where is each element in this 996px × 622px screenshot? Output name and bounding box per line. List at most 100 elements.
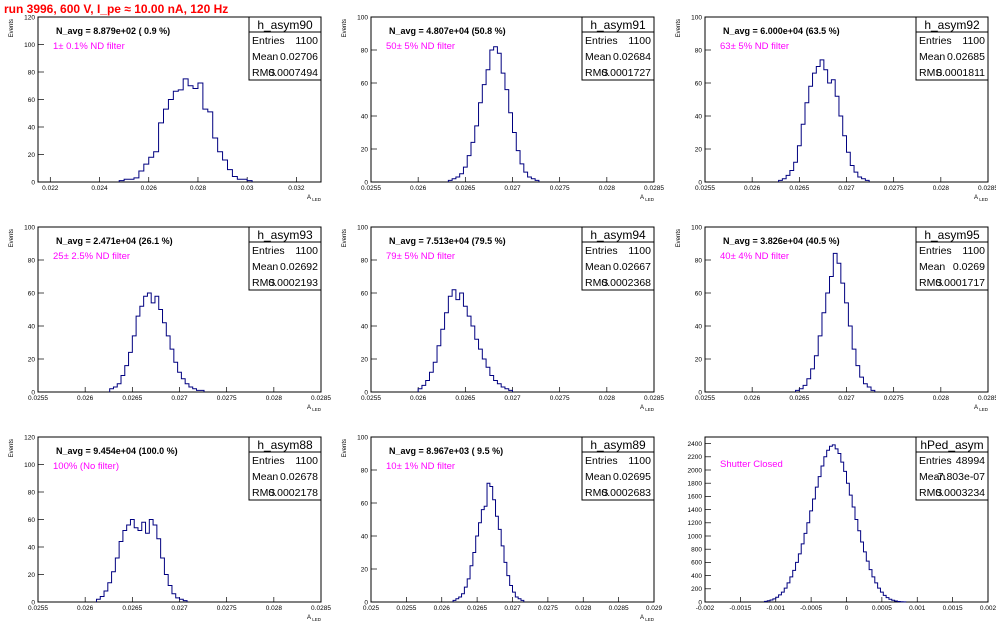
stat-label-mean: Mean <box>585 261 611 273</box>
x-tick-label: 0.029 <box>646 605 663 612</box>
y-axis-label: Events <box>342 229 348 247</box>
histogram-name: hPed_asym <box>920 438 983 452</box>
filter-annotation: 63± 5% ND filter <box>720 41 789 52</box>
y-tick-label: 20 <box>361 566 369 573</box>
x-tick-label: 0.0275 <box>550 395 570 402</box>
y-tick-label: 120 <box>24 434 35 441</box>
y-axis-label: Events <box>676 19 682 37</box>
x-tick-label: 0.027 <box>504 395 521 402</box>
stat-value-mean: 0.02692 <box>280 261 318 273</box>
x-tick-label: 0.025 <box>363 605 380 612</box>
n-avg-label: N_avg = 6.000e+04 (63.5 %) <box>723 26 840 36</box>
stat-label-entries: Entries <box>252 35 285 47</box>
y-tick-label: 80 <box>28 489 36 496</box>
y-tick-label: 2400 <box>688 441 703 448</box>
x-tick-label: 0.0285 <box>978 185 996 192</box>
x-axis-label: A LED <box>640 195 655 202</box>
x-tick-label: 0.026 <box>744 185 761 192</box>
x-axis-label: A LED <box>307 615 322 622</box>
y-tick-label: 400 <box>691 573 702 580</box>
y-tick-label: 80 <box>361 467 369 474</box>
x-tick-label: 0.026 <box>744 395 761 402</box>
x-tick-label: 0.0255 <box>695 185 715 192</box>
y-tick-label: 80 <box>361 257 369 264</box>
n-avg-label: N_avg = 8.967e+03 ( 9.5 %) <box>389 446 503 456</box>
stat-value-rms: 0.0001717 <box>935 277 985 289</box>
y-tick-label: 60 <box>695 290 703 297</box>
histogram-outline <box>452 482 525 602</box>
x-tick-label: 0.0265 <box>467 605 487 612</box>
histogram-name: h_asym92 <box>924 18 980 32</box>
y-tick-label: 40 <box>695 113 703 120</box>
stats-box: h_asym89 Entries 1100 Mean 0.02695 RMS0.00026… <box>581 436 655 501</box>
x-tick-label: 0.026 <box>410 395 427 402</box>
y-axis-label: Events <box>342 19 348 37</box>
x-tick-label: 0.0285 <box>311 395 331 402</box>
x-tick-label: 0.0255 <box>28 395 48 402</box>
histogram-panel-h_asym88: 0 20 40 60 80 100 120 0.0255 0.026 0.0265 0.027 0.0… <box>9 434 331 622</box>
stats-box: h_asym90 Entries 1100 Mean 0.02706 RMS0.00074… <box>248 16 322 81</box>
filter-annotation: 10± 1% ND filter <box>386 461 455 472</box>
x-tick-label: 0.0275 <box>538 605 558 612</box>
filter-annotation: 79± 5% ND filter <box>386 251 455 262</box>
stats-box: h_asym94 Entries 1100 Mean 0.02667 RMS0.00023… <box>581 226 655 291</box>
stat-label-entries: Entries <box>252 245 285 257</box>
histogram-outline <box>417 289 513 392</box>
stat-value-entries: 48994 <box>956 455 985 467</box>
x-tick-label: 0.028 <box>599 185 616 192</box>
x-tick-label: 0.0255 <box>361 185 381 192</box>
y-tick-label: 100 <box>357 14 368 21</box>
y-tick-label: 100 <box>691 14 702 21</box>
y-tick-label: 60 <box>361 80 369 87</box>
n-avg-label: N_avg = 7.513e+04 (79.5 %) <box>389 236 506 246</box>
y-tick-label: 100 <box>24 462 35 469</box>
stats-box: h_asym88 Entries 1100 Mean 0.02678 RMS0.00021… <box>248 436 322 501</box>
stat-label-entries: Entries <box>252 455 285 467</box>
stat-label-mean: Mean <box>585 51 611 63</box>
x-tick-label: 0.026 <box>434 605 451 612</box>
stat-label-entries: Entries <box>919 35 952 47</box>
x-tick-label: 0.0285 <box>311 605 331 612</box>
x-tick-label: 0.0255 <box>361 395 381 402</box>
x-tick-label: 0.0255 <box>28 605 48 612</box>
y-tick-label: 20 <box>695 356 703 363</box>
y-tick-label: 800 <box>691 547 702 554</box>
histogram-outline <box>447 46 540 182</box>
stat-value-mean: 0.02695 <box>613 471 651 483</box>
run-title: run 3996, 600 V, I_pe ≈ 10.00 nA, 120 Hz <box>4 2 228 16</box>
stat-label-entries: Entries <box>919 455 952 467</box>
histogram-name: h_asym89 <box>590 438 646 452</box>
stats-box: h_asym91 Entries 1100 Mean 0.02684 RMS0.00017… <box>581 16 655 81</box>
x-tick-label: 0.028 <box>266 395 283 402</box>
stat-value-mean: 0.02706 <box>280 51 318 63</box>
y-tick-label: 2000 <box>688 467 703 474</box>
x-axis-label: A LED <box>307 195 322 202</box>
x-tick-label: 0 <box>845 605 849 612</box>
y-tick-label: 20 <box>361 146 369 153</box>
x-tick-label: 0.027 <box>504 605 521 612</box>
y-tick-label: 0 <box>364 389 368 396</box>
y-tick-label: 40 <box>28 323 36 330</box>
y-tick-label: 20 <box>695 146 703 153</box>
stat-value-entries: 1100 <box>295 245 318 257</box>
y-tick-label: 20 <box>28 152 36 159</box>
stat-label-mean: Mean <box>585 471 611 483</box>
stat-value-rms: 0.0002178 <box>268 487 318 499</box>
x-axis-label: A LED <box>640 615 655 622</box>
x-tick-label: 0.032 <box>288 185 305 192</box>
n-avg-label: N_avg = 3.826e+04 (40.5 %) <box>723 236 840 246</box>
x-tick-label: 0.027 <box>171 395 188 402</box>
x-tick-label: 0.022 <box>42 185 59 192</box>
y-axis-label: Events <box>342 439 348 457</box>
stat-value-mean: 0.02685 <box>947 51 985 63</box>
stat-value-rms: 0.0007494 <box>268 67 318 79</box>
y-tick-label: 80 <box>695 257 703 264</box>
stat-value-mean: 0.02678 <box>280 471 318 483</box>
x-tick-label: 0.0265 <box>455 185 475 192</box>
histogram-panel-hPed_asym: 0 200 400 600 800 1000 1200 1400 1600 1800 2000 220… <box>688 436 996 612</box>
y-tick-label: 40 <box>361 323 369 330</box>
stats-box: h_asym92 Entries 1100 Mean 0.02685 RMS0.00018… <box>915 16 989 81</box>
x-tick-label: 0.027 <box>838 395 855 402</box>
y-tick-label: 20 <box>361 356 369 363</box>
stat-label-mean: Mean <box>252 471 278 483</box>
